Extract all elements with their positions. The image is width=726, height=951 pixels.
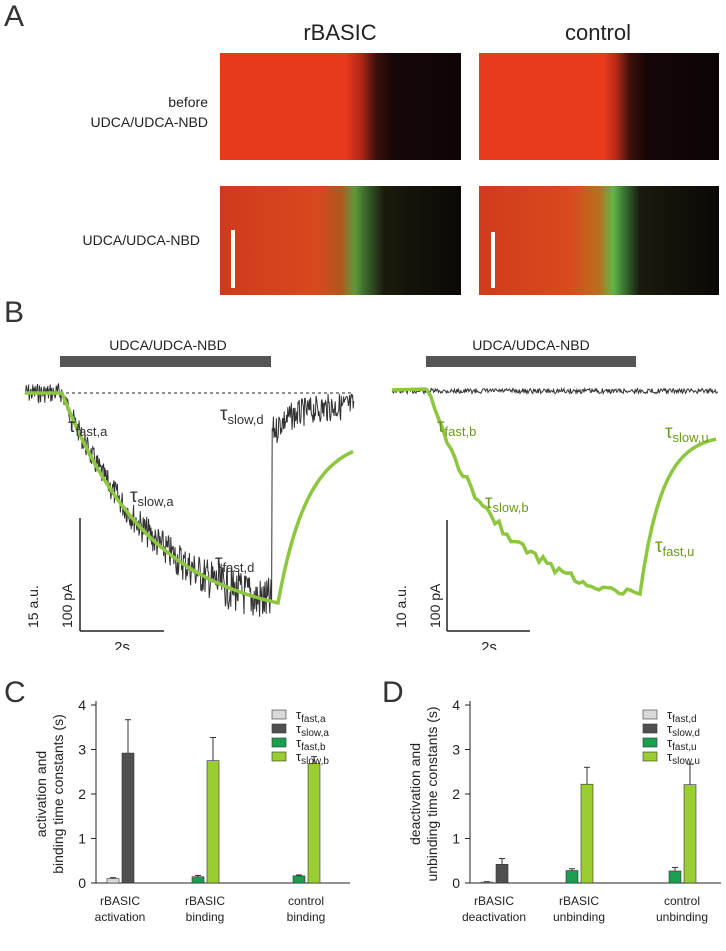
row-label-before-line2: UDCA/UDCA-NBD bbox=[90, 114, 208, 130]
application-label-left: UDCA/UDCA-NBD bbox=[109, 337, 226, 353]
application-bar-right bbox=[426, 356, 636, 367]
legend-swatch-fast_d bbox=[642, 709, 658, 720]
bar-fast_u bbox=[565, 870, 579, 884]
bar-charts-svg: 0 1 2 3 4 activation and binding time constant… bbox=[33, 697, 721, 924]
micrograph-control-after bbox=[479, 186, 719, 295]
category-label: control bbox=[288, 894, 324, 908]
y-tick-label: 0 bbox=[78, 875, 86, 891]
micrograph-rbasic-after bbox=[220, 186, 461, 295]
panel-letter-a: A bbox=[4, 0, 25, 33]
y-axis-label: deactivation and bbox=[407, 743, 423, 845]
legend-swatch-slow_u bbox=[642, 751, 658, 762]
bar-slow_b bbox=[206, 760, 220, 884]
legend-swatch-fast_u bbox=[642, 737, 658, 748]
column-header-rbasic: rBASIC bbox=[303, 20, 377, 45]
column-header-control: control bbox=[564, 20, 632, 45]
y-axis-label: binding time constants (s) bbox=[50, 714, 66, 874]
panel-letter-c: C bbox=[4, 676, 26, 709]
legend-swatch-slow_d bbox=[642, 723, 658, 734]
y-tick-label: 2 bbox=[452, 786, 460, 802]
scale-label-pa-right: 100 pA bbox=[427, 583, 443, 628]
scale-label-time-right: 2s bbox=[481, 639, 497, 650]
row-label-after: UDCA/UDCA-NBD bbox=[82, 232, 200, 248]
current-trace-right bbox=[391, 386, 719, 396]
category-label: unbinding bbox=[656, 910, 708, 924]
label-tau-slow-a: τslow,a bbox=[130, 486, 174, 509]
y-tick-label: 3 bbox=[452, 742, 460, 758]
category-label: activation bbox=[95, 910, 146, 924]
label-tau-fast-u: τfast,u bbox=[655, 536, 694, 559]
y-tick-label: 2 bbox=[78, 786, 86, 802]
bar-slow_u bbox=[683, 784, 697, 884]
y-tick-label: 3 bbox=[78, 742, 86, 758]
label-tau-slow-b: τslow,b bbox=[485, 492, 529, 515]
legend-swatch-slow_b bbox=[271, 751, 287, 762]
fluorescence-trace-right bbox=[391, 387, 717, 597]
scale-label-au-right: 10 a.u. bbox=[393, 585, 409, 628]
y-tick-label: 1 bbox=[452, 831, 460, 847]
bar-slow_b bbox=[307, 763, 321, 884]
micrograph-rbasic-before bbox=[220, 53, 461, 160]
category-label: rBASIC bbox=[474, 894, 514, 908]
fluorescence-trace-left bbox=[25, 391, 354, 606]
category-label: unbinding bbox=[553, 910, 605, 924]
category-label: rBASIC bbox=[100, 894, 140, 908]
application-bar-left bbox=[60, 356, 271, 367]
bar-slow_a bbox=[121, 752, 135, 884]
category-label: binding bbox=[287, 910, 326, 924]
scale-bar bbox=[491, 232, 495, 288]
category-label: control bbox=[664, 894, 700, 908]
micrograph-control-before bbox=[479, 53, 719, 160]
label-tau-fast-b: τfast,b bbox=[437, 416, 476, 439]
category-label: deactivation bbox=[462, 910, 526, 924]
panel-letter-d: D bbox=[382, 676, 404, 709]
legend-swatch-fast_b bbox=[271, 737, 287, 748]
label-tau-fast-a: τfast,a bbox=[68, 416, 108, 439]
legend-swatch-slow_a bbox=[271, 723, 287, 734]
label-tau-fast-d: τfast,d bbox=[215, 552, 254, 575]
y-tick-label: 1 bbox=[78, 831, 86, 847]
category-label: binding bbox=[186, 910, 225, 924]
y-axis-label: unbinding time constants (s) bbox=[424, 706, 440, 881]
scale-label-au-left: 15 a.u. bbox=[25, 585, 41, 628]
category-label: rBASIC bbox=[185, 894, 225, 908]
application-label-right: UDCA/UDCA-NBD bbox=[472, 337, 589, 353]
y-axis-label: activation and bbox=[33, 751, 49, 837]
label-tau-slow-d: τslow,d bbox=[220, 404, 264, 427]
bar-slow_u bbox=[580, 783, 594, 884]
row-label-before-line1: before bbox=[168, 94, 208, 110]
row-label-before: before UDCA/UDCA-NBD bbox=[40, 92, 208, 132]
scale-label-pa-left: 100 pA bbox=[59, 583, 75, 628]
y-tick-label: 4 bbox=[452, 697, 460, 713]
scale-bar bbox=[231, 230, 235, 288]
bar-slow_d bbox=[495, 864, 509, 884]
bar-fast_b bbox=[191, 876, 205, 884]
y-tick-label: 0 bbox=[452, 875, 460, 891]
bar-fast_b bbox=[292, 875, 306, 884]
label-tau-slow-u: τslow,u bbox=[665, 422, 709, 445]
y-tick-label: 4 bbox=[78, 697, 86, 713]
scale-label-time-left: 2s bbox=[114, 639, 130, 650]
bar-fast_a bbox=[106, 878, 120, 884]
category-label: rBASIC bbox=[559, 894, 599, 908]
traces-svg: UDCA/UDCA-NBD τfast,a τslow,a τfast,d τs… bbox=[24, 337, 719, 650]
panel-letter-b: B bbox=[4, 296, 25, 329]
bar-fast_u bbox=[668, 870, 682, 884]
bar-fast_d bbox=[480, 881, 494, 884]
legend-swatch-fast_a bbox=[271, 709, 287, 720]
